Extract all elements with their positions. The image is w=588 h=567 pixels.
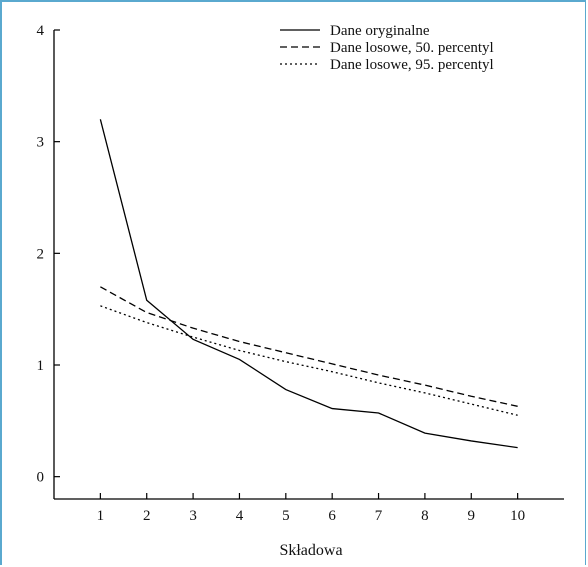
x-tick-label: 8	[421, 508, 429, 524]
series-lines	[99, 119, 518, 449]
x-tick-label: 5	[282, 508, 290, 524]
x-tick-label: 9	[468, 508, 476, 524]
series-line	[100, 305, 518, 416]
y-tick-label: 3	[37, 135, 45, 151]
legend-label: Dane losowe, 50. percentyl	[330, 40, 494, 56]
legend-label: Dane losowe, 95. percentyl	[330, 57, 494, 73]
x-tick-label: 10	[510, 508, 525, 524]
y-tick-label: 4	[37, 23, 45, 39]
axes	[53, 30, 564, 500]
y-tick-label: 2	[37, 246, 45, 262]
x-axis-label: Składowa	[279, 542, 342, 559]
x-tick-label: 2	[143, 508, 151, 524]
x-tick-label: 4	[236, 508, 244, 524]
x-tick-label: 3	[189, 508, 197, 524]
x-tick-label: 7	[375, 508, 383, 524]
x-tick-label: 1	[97, 508, 105, 524]
x-tick-label: 6	[328, 508, 336, 524]
ticks: 1 2 3 4 5 6 7 8 9 10 0 1 2 3 4	[37, 23, 526, 524]
y-tick-label: 0	[37, 470, 45, 486]
y-tick-label: 1	[37, 358, 45, 374]
series-line	[99, 119, 518, 449]
legend-label: Dane oryginalne	[330, 23, 430, 39]
series-line	[100, 286, 518, 407]
